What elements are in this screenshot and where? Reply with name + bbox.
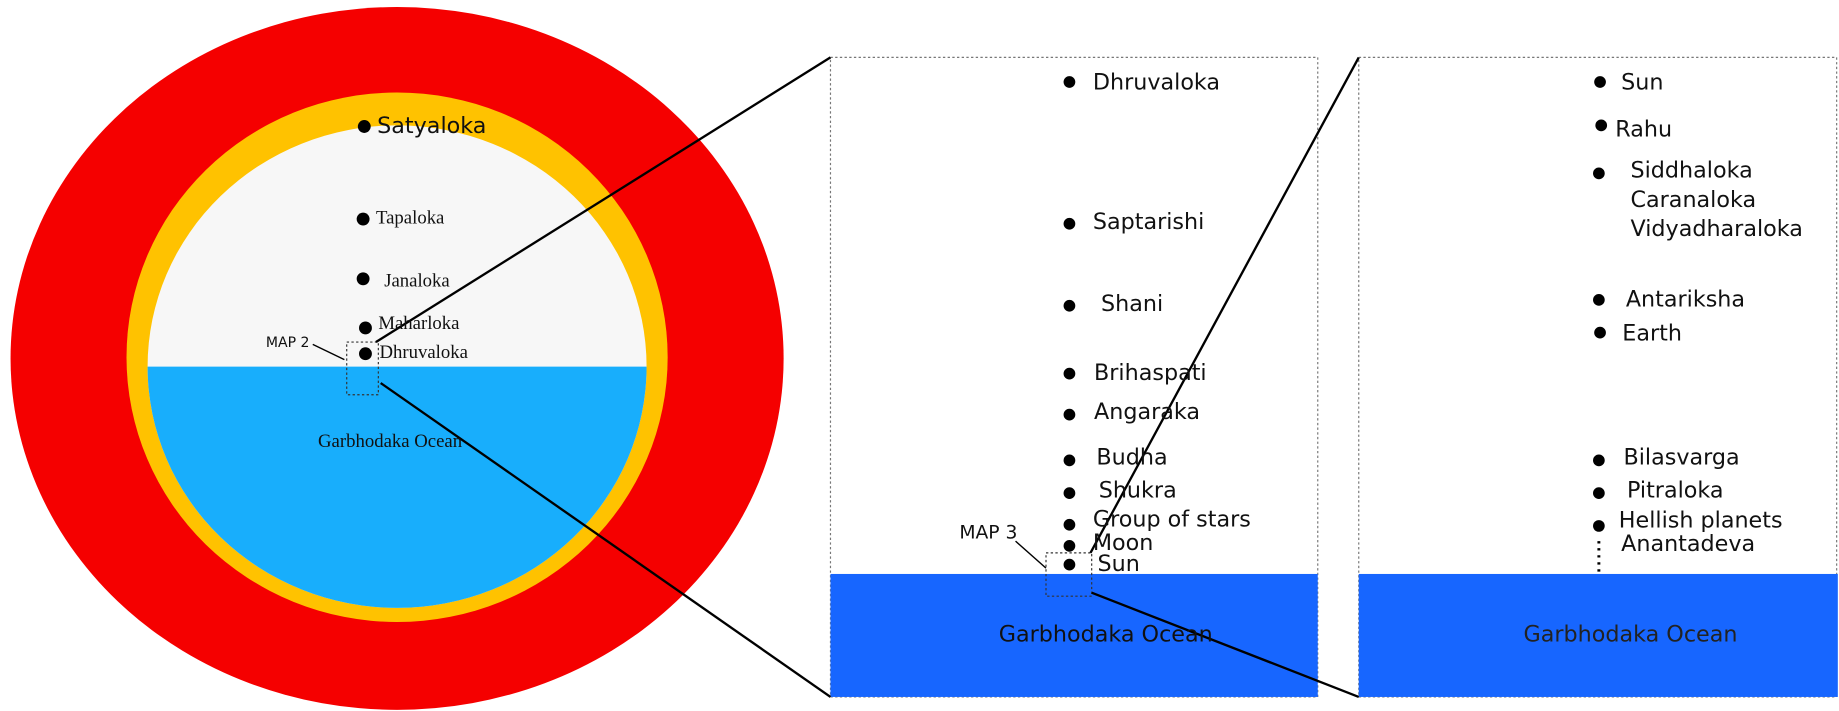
- place-label: Bilasvarga: [1623, 444, 1739, 470]
- dot: [1064, 409, 1076, 421]
- place-label: Budha: [1096, 444, 1167, 470]
- place-label: Saptarishi: [1093, 209, 1204, 235]
- place-label: Janaloka: [384, 271, 450, 292]
- dot: [358, 120, 371, 133]
- dot: [1064, 540, 1076, 552]
- place-label: Dhruvaloka: [380, 342, 469, 363]
- dot: [1064, 487, 1076, 499]
- dot: [1594, 76, 1606, 88]
- dot: [1594, 327, 1606, 339]
- dot: [1064, 218, 1076, 230]
- place-label: Tapaloka: [376, 207, 445, 228]
- place-label: Pitraloka: [1627, 477, 1724, 503]
- place-label: Dhruvaloka: [1093, 70, 1220, 96]
- dot: [1593, 487, 1605, 499]
- dot: [1593, 520, 1605, 532]
- dot: [1064, 368, 1076, 380]
- place-label: Sun: [1098, 551, 1140, 577]
- dot: [359, 347, 372, 360]
- dot: [1593, 168, 1605, 180]
- place-label: Maharloka: [378, 313, 460, 334]
- place-label: Vidyadharaloka: [1631, 216, 1803, 242]
- place-label: Group of stars: [1093, 507, 1251, 533]
- ocean-label: Garbhodaka Ocean: [318, 431, 463, 452]
- dot: [1064, 519, 1076, 531]
- place-label: Earth: [1622, 320, 1682, 346]
- place-label: Angaraka: [1094, 399, 1200, 425]
- diagram: Garbhodaka Ocean MAP 2 Garbhodaka Ocean …: [0, 0, 1839, 711]
- place-label: Antariksha: [1626, 286, 1745, 312]
- callout-label: MAP 3: [959, 522, 1017, 543]
- place-label: Anantadeva: [1621, 531, 1755, 557]
- ocean-label: Garbhodaka Ocean: [999, 621, 1213, 647]
- place-label: Sun: [1621, 70, 1663, 96]
- place-label: Brihaspati: [1094, 360, 1207, 386]
- callout-label: MAP 2: [266, 335, 310, 351]
- place-label: Siddhaloka: [1631, 158, 1753, 184]
- dot: [1593, 454, 1605, 466]
- place-label: Rahu: [1615, 117, 1672, 143]
- dot: [1064, 76, 1076, 88]
- dot: [1064, 454, 1076, 466]
- dot: [359, 322, 372, 335]
- dot: [1064, 300, 1076, 312]
- place-label: Shani: [1101, 291, 1163, 317]
- place-label: Satyaloka: [377, 113, 486, 139]
- place-label: Shukra: [1099, 477, 1177, 503]
- dot: [1593, 294, 1605, 306]
- place-label: Hellish planets: [1619, 508, 1783, 534]
- map-3: [1359, 57, 1838, 697]
- dot: [1064, 559, 1076, 571]
- dot: [357, 272, 370, 285]
- dot: [1595, 119, 1607, 131]
- place-label: Caranaloka: [1631, 187, 1757, 213]
- dot: [357, 213, 370, 226]
- ocean-label: Garbhodaka Ocean: [1524, 621, 1738, 647]
